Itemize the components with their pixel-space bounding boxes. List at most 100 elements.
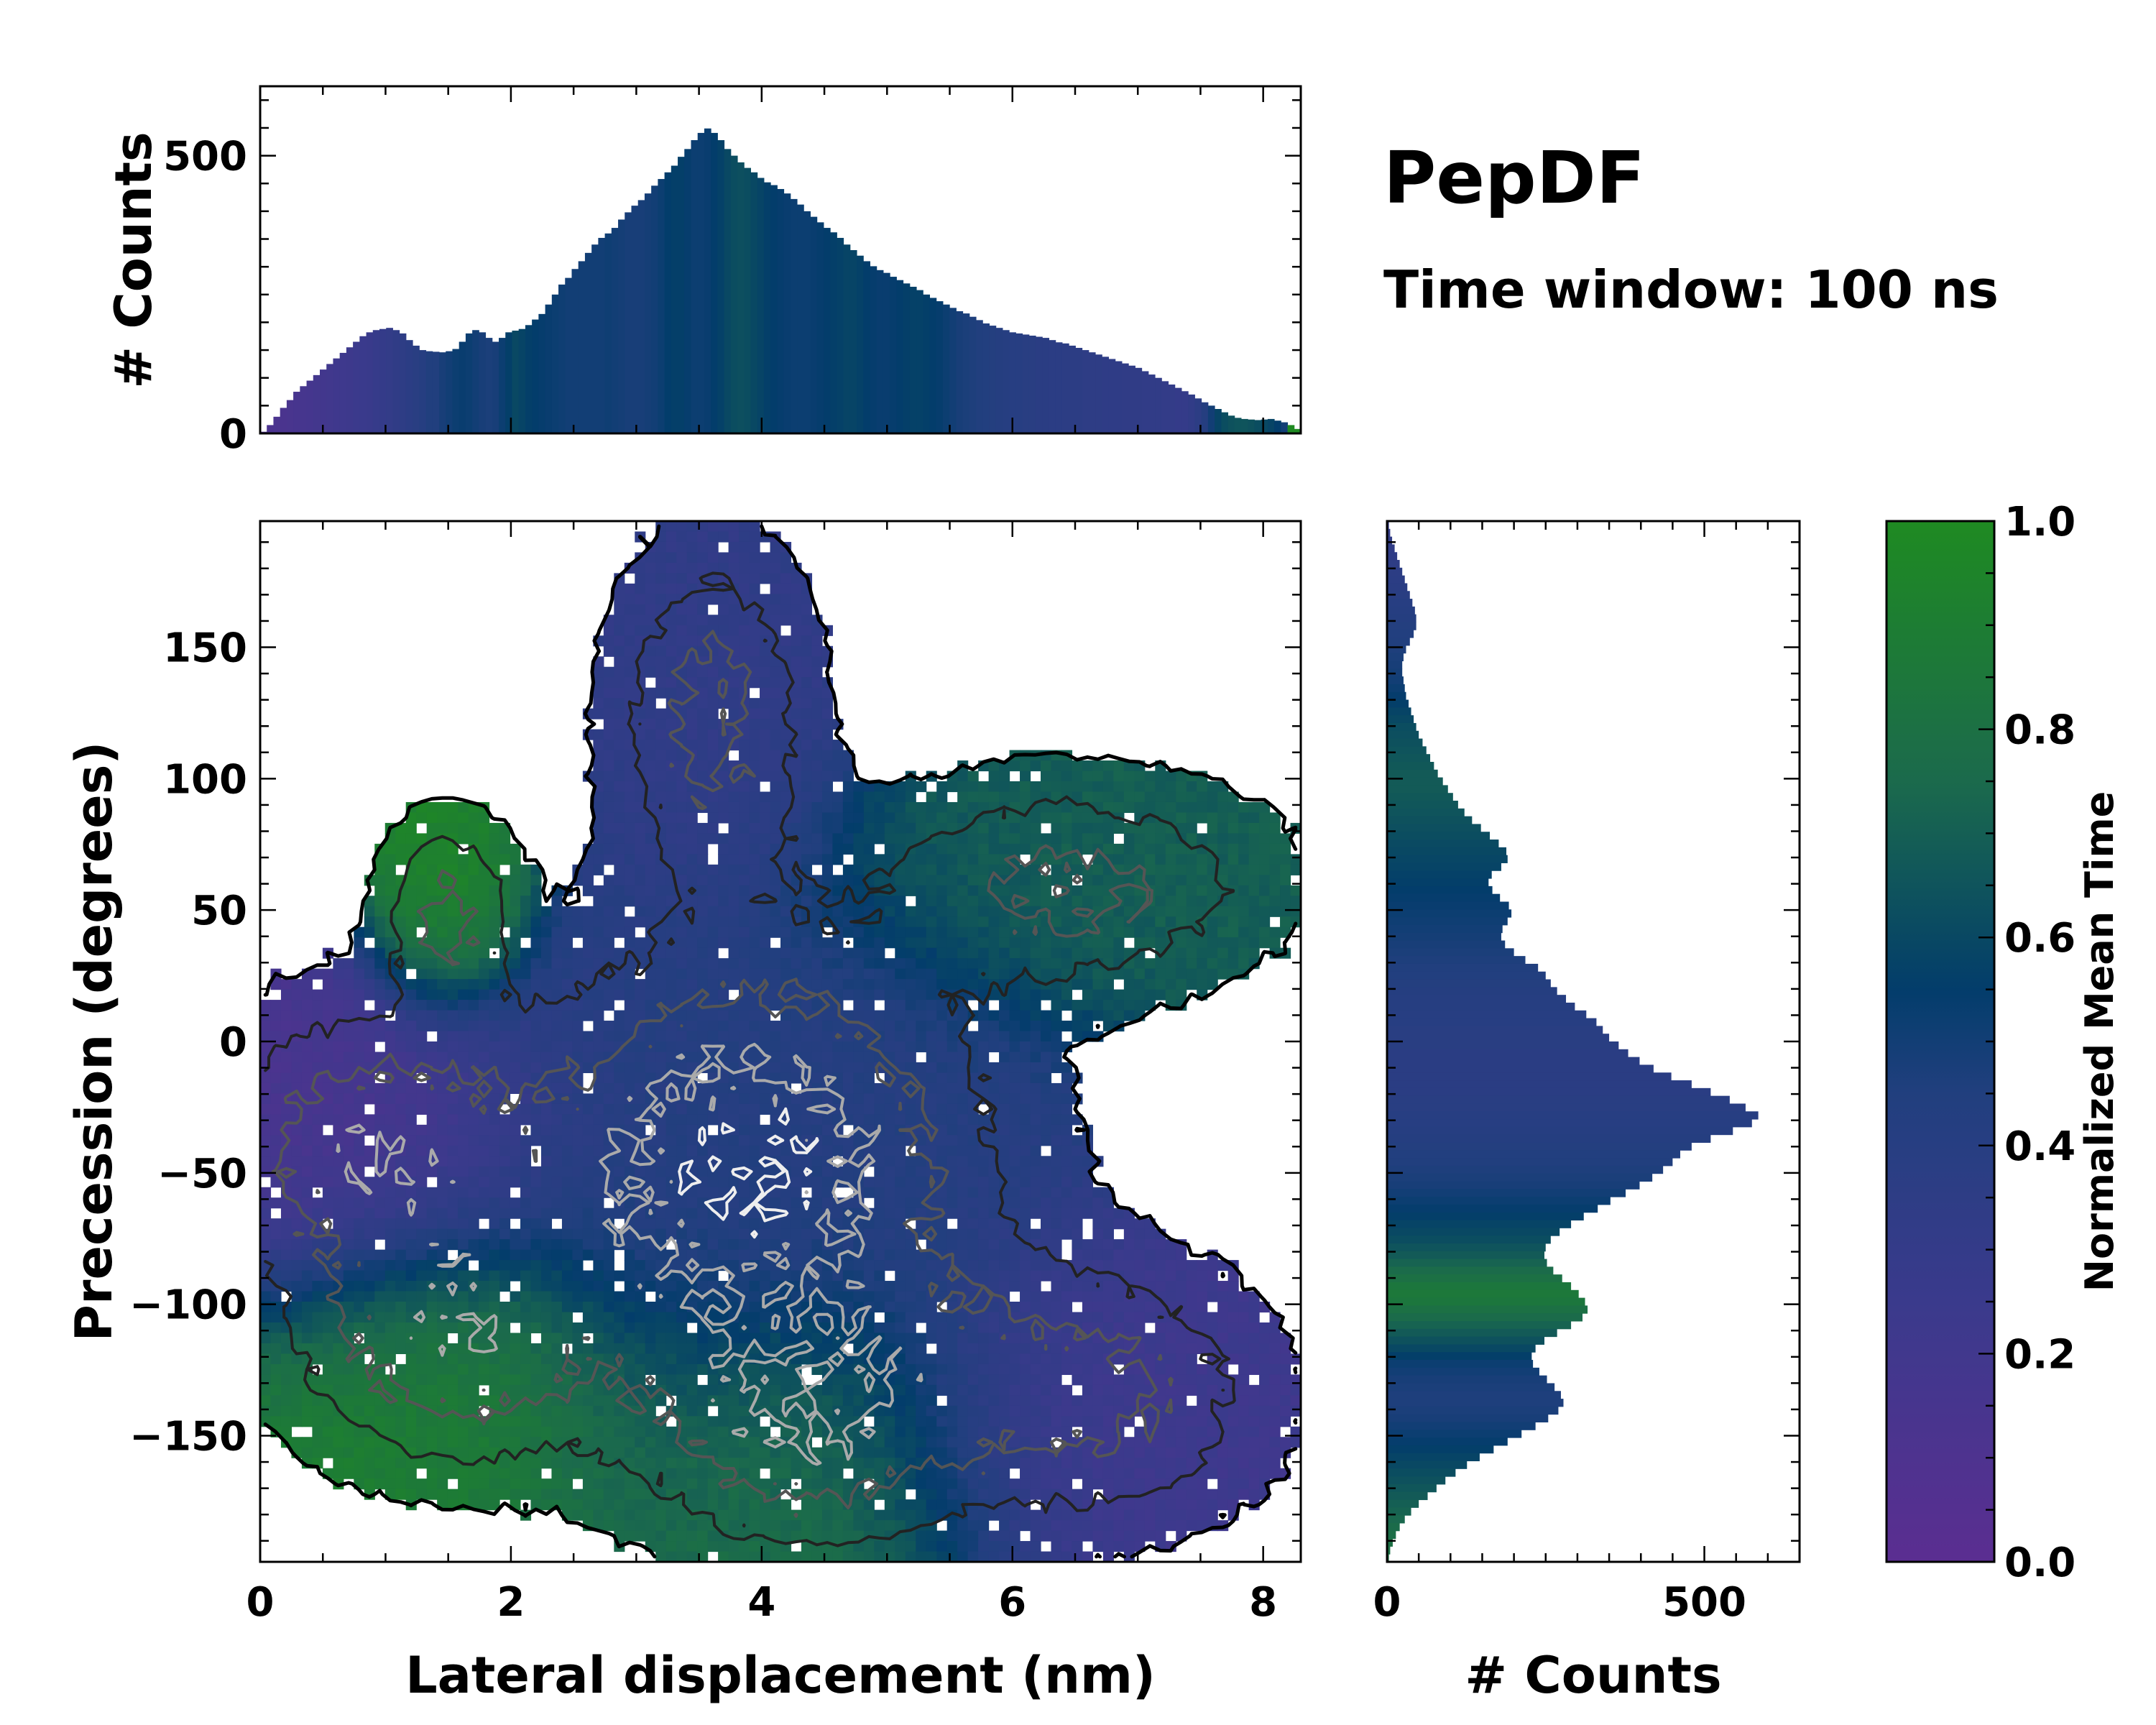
heatmap-cell — [1113, 1218, 1125, 1230]
heatmap-cell — [426, 906, 438, 917]
heatmap-cell — [946, 854, 958, 865]
heatmap-cell — [1197, 1312, 1208, 1323]
heatmap-cell — [572, 1260, 584, 1271]
heatmap-cell — [291, 1281, 303, 1292]
heatmap-cell — [540, 968, 553, 980]
heatmap-cell — [1009, 1249, 1021, 1261]
heatmap-cell — [1144, 781, 1156, 793]
heatmap-cell — [957, 1145, 969, 1156]
heatmap-cell — [665, 645, 677, 657]
heatmap-cell — [707, 864, 719, 875]
heatmap-cell — [354, 1145, 365, 1156]
heatmap-cell — [551, 896, 563, 907]
heatmap-cell — [946, 968, 958, 980]
top-histogram-bar — [551, 294, 559, 433]
heatmap-cell — [593, 1228, 604, 1240]
heatmap-cell — [760, 729, 771, 740]
heatmap-cell — [853, 1270, 865, 1282]
heatmap-cell — [354, 1000, 365, 1011]
heatmap-cell — [384, 1291, 396, 1302]
heatmap-cell — [978, 843, 990, 855]
heatmap-cell — [510, 916, 521, 928]
heatmap-cell — [1165, 968, 1176, 980]
heatmap-cell — [821, 1062, 833, 1074]
heatmap-cell — [811, 1166, 823, 1177]
heatmap-cell — [364, 1218, 375, 1230]
heatmap-cell — [291, 1218, 303, 1230]
heatmap-cell — [957, 854, 969, 865]
heatmap-cell — [946, 1103, 958, 1115]
heatmap-cell — [821, 770, 833, 782]
heatmap-cell — [749, 1135, 760, 1146]
heatmap-cell — [1144, 989, 1156, 1000]
heatmap-cell — [1061, 1093, 1073, 1105]
heatmap-cell — [655, 1082, 667, 1094]
heatmap-cell — [988, 1260, 1000, 1271]
heatmap-cell — [655, 926, 667, 938]
heatmap-cell — [749, 562, 760, 574]
heatmap-cell — [333, 1052, 344, 1063]
heatmap-cell — [1082, 1312, 1093, 1323]
heatmap-cell — [364, 1041, 375, 1053]
heatmap-cell — [1248, 833, 1260, 845]
heatmap-cell — [635, 1291, 646, 1302]
heatmap-cell — [1061, 875, 1073, 886]
heatmap-cell — [572, 1093, 584, 1105]
heatmap-cell — [343, 1031, 354, 1042]
heatmap-cell — [301, 1291, 313, 1302]
heatmap-cell — [614, 916, 625, 928]
heatmap-cell — [479, 1166, 490, 1177]
heatmap-cell — [1113, 791, 1125, 803]
heatmap-cell — [1061, 1187, 1073, 1198]
heatmap-cell — [395, 1010, 407, 1021]
top-histogram-bar — [678, 157, 685, 433]
heatmap-cell — [728, 1031, 740, 1042]
heatmap-cell — [395, 1103, 407, 1115]
heatmap-cell — [718, 937, 729, 949]
heatmap-cell — [801, 812, 813, 824]
heatmap-cell — [395, 1239, 407, 1251]
heatmap-cell — [1061, 801, 1073, 814]
heatmap-cell — [686, 1021, 698, 1032]
heatmap-cell — [614, 979, 625, 990]
heatmap-cell — [655, 896, 667, 907]
heatmap-cell — [821, 875, 833, 886]
heatmap-cell — [676, 1124, 688, 1136]
heatmap-cell — [978, 947, 990, 959]
heatmap-cell — [437, 1135, 448, 1146]
heatmap-cell — [999, 1041, 1010, 1053]
heatmap-cell — [1041, 1062, 1052, 1074]
heatmap-cell — [1269, 833, 1281, 845]
heatmap-cell — [801, 708, 813, 719]
heatmap-cell — [1051, 822, 1062, 834]
heatmap-cell — [426, 843, 438, 855]
heatmap-cell — [842, 1082, 854, 1094]
heatmap-cell — [1238, 926, 1250, 938]
heatmap-cell — [760, 698, 771, 709]
heatmap-cell — [405, 906, 417, 917]
heatmap-cell — [842, 801, 854, 814]
top-histogram-bar — [1036, 336, 1043, 433]
heatmap-cell — [489, 968, 500, 980]
heatmap-cell — [728, 958, 740, 970]
heatmap-cell — [1238, 937, 1250, 949]
heatmap-cell — [686, 1010, 698, 1021]
heatmap-cell — [665, 1291, 677, 1302]
heatmap-cell — [936, 1000, 948, 1011]
top-histogram-bar — [280, 408, 287, 433]
heatmap-cell — [916, 896, 927, 907]
heatmap-cell — [280, 1072, 292, 1084]
heatmap-cell — [458, 1166, 469, 1177]
top-histogram-bar — [1082, 350, 1089, 433]
heatmap-cell — [1051, 770, 1062, 782]
heatmap-cell — [697, 552, 709, 564]
heatmap-cell — [416, 1281, 428, 1292]
heatmap-cell — [811, 1177, 823, 1188]
heatmap-cell — [582, 1093, 594, 1105]
heatmap-cell — [811, 770, 823, 782]
heatmap-cell — [801, 770, 813, 782]
heatmap-cell — [739, 1114, 750, 1126]
heatmap-cell — [1123, 781, 1135, 793]
heatmap-cell — [416, 958, 428, 970]
